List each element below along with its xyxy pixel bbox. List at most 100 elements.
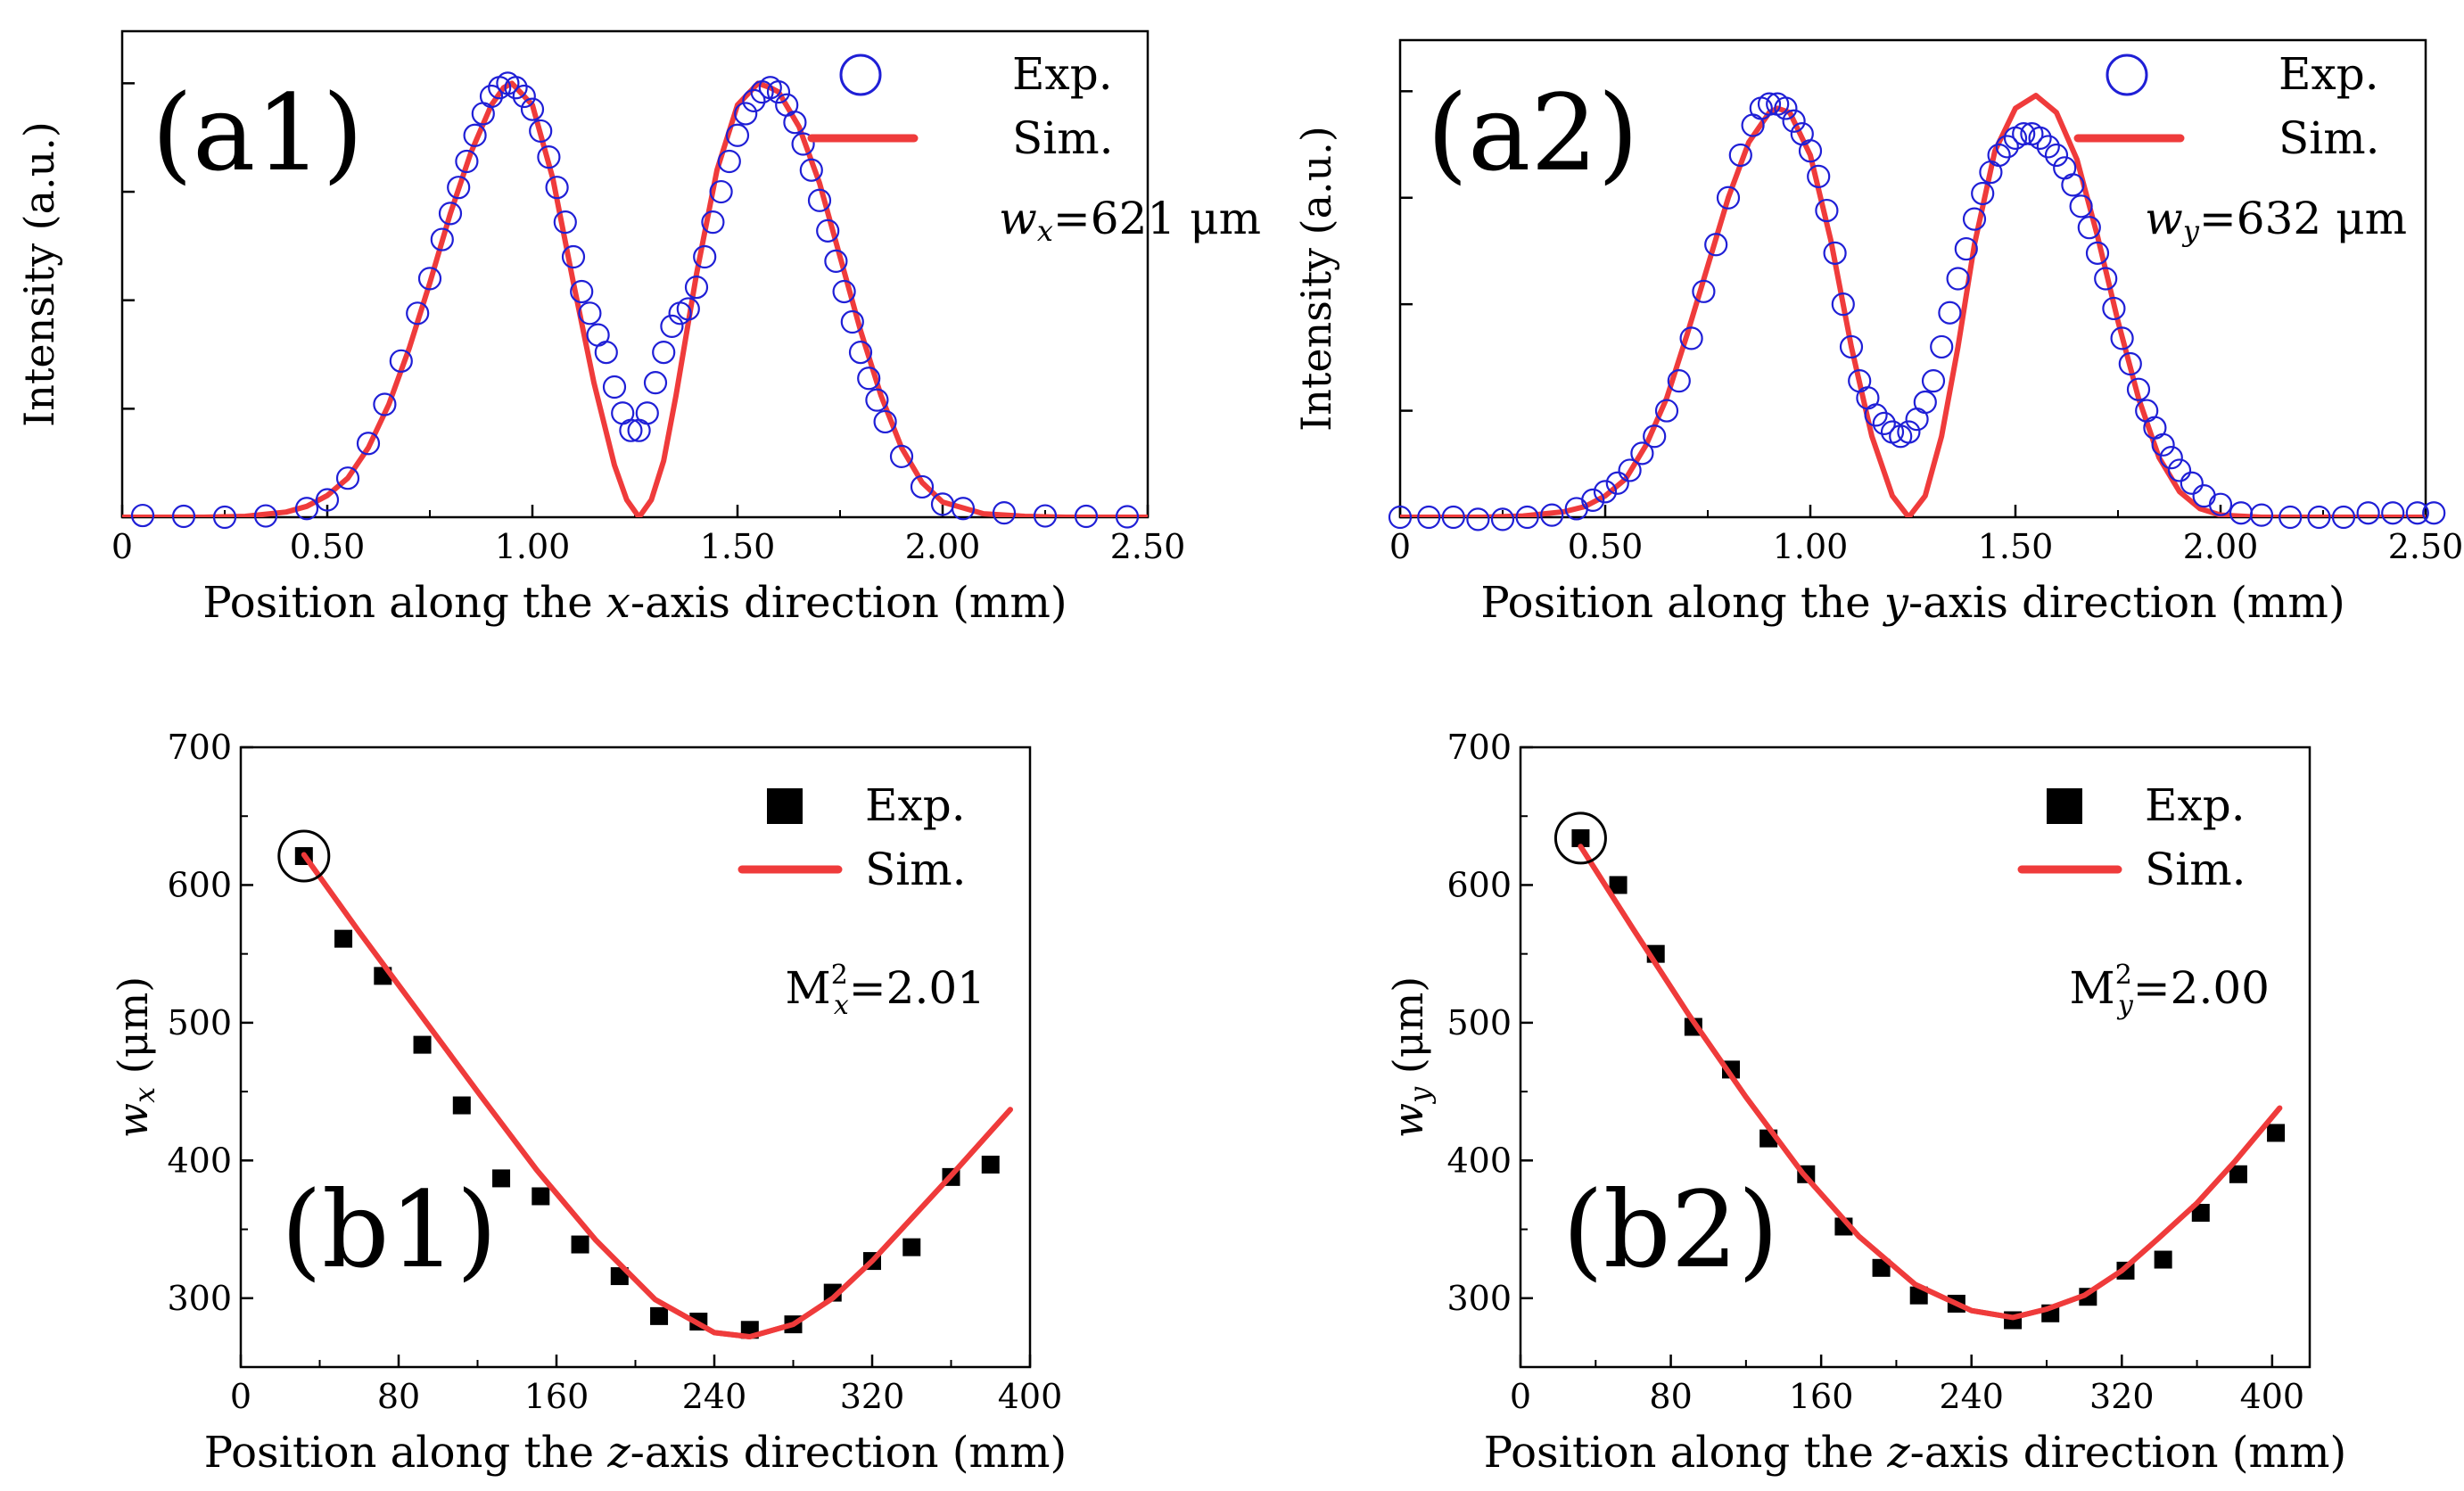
x-tick-label: 240 — [1939, 1377, 2004, 1416]
exp-point — [2422, 501, 2446, 525]
exp-point — [676, 297, 700, 321]
x-tick-label: 1.00 — [495, 527, 571, 566]
exp-point — [2126, 377, 2151, 401]
plot-frame — [1519, 746, 2312, 1369]
y-tick-label: 500 — [167, 1003, 232, 1042]
y-tick-label: 700 — [1446, 728, 1512, 767]
exp-point — [2028, 126, 2052, 150]
exp-point — [438, 202, 463, 226]
exp-point — [2044, 143, 2069, 168]
y-tick-label: 600 — [1446, 865, 1512, 904]
exp-point — [857, 367, 881, 391]
legend-sim-label: Sim. — [2145, 844, 2246, 895]
exp-point — [1074, 504, 1099, 529]
legend-exp-marker — [2047, 788, 2082, 824]
exp-point — [504, 76, 528, 100]
exp-point — [512, 84, 536, 109]
exp-point — [455, 149, 479, 174]
sim-line-overlay — [1578, 844, 2283, 1321]
exp-point — [1643, 424, 1667, 449]
exp-point — [824, 249, 848, 274]
x-tick-label: 160 — [524, 1377, 589, 1416]
exp-point — [479, 84, 504, 109]
exp-point — [701, 210, 725, 235]
exp-point — [2356, 501, 2380, 525]
x-tick-label: 2.00 — [905, 527, 981, 566]
panel-label: (a1) — [152, 71, 364, 194]
exp-point — [1466, 507, 1490, 531]
exp-point — [2307, 505, 2331, 530]
exp-point — [1515, 505, 1539, 530]
exp-point — [594, 340, 618, 365]
exp-point — [570, 279, 594, 304]
x-axis-label: Position along the y-axis direction (mm) — [1480, 578, 2345, 628]
exp-point — [1581, 488, 1605, 512]
x-tick-label: 240 — [682, 1377, 747, 1416]
exp-point — [2118, 351, 2142, 376]
exp-point — [2267, 1124, 2286, 1142]
exp-point — [2151, 432, 2175, 457]
annotation: wx=621 μm — [999, 193, 1261, 248]
exp-point — [315, 488, 340, 512]
exp-point — [1782, 109, 1806, 133]
panel-label: (a2) — [1427, 71, 1639, 194]
exp-point — [2085, 241, 2110, 265]
x-tick-label: 1.50 — [1978, 527, 2054, 566]
exp-point — [1490, 507, 1515, 531]
exp-point — [1954, 236, 1978, 261]
exp-point — [1692, 279, 1716, 303]
exp-point — [1033, 504, 1058, 528]
exp-point — [130, 503, 155, 528]
y-tick-label: 400 — [167, 1141, 232, 1180]
exp-point — [1618, 458, 1642, 482]
x-tick-label: 0 — [111, 527, 133, 566]
exp-point — [2381, 501, 2405, 525]
exp-point — [356, 432, 381, 456]
exp-point — [1757, 92, 1782, 116]
x-tick-label: 0 — [1510, 1377, 1531, 1416]
legend-exp-label: Exp. — [2279, 48, 2379, 100]
exp-point — [1872, 1258, 1891, 1277]
x-tick-label: 2.50 — [2388, 527, 2464, 566]
exp-point — [2012, 121, 2036, 146]
exp-point — [171, 504, 196, 529]
exp-point — [532, 1187, 550, 1206]
exp-point — [832, 279, 856, 304]
exp-point — [660, 314, 684, 338]
exp-point — [873, 409, 897, 434]
exp-point — [1571, 828, 1590, 847]
exp-point — [2229, 1165, 2247, 1183]
exp-point — [2036, 135, 2060, 159]
exp-point — [1930, 334, 1954, 359]
annotation: wy=632 μm — [2145, 193, 2407, 248]
x-tick-label: 400 — [2240, 1377, 2305, 1416]
exp-point — [2154, 1250, 2172, 1269]
exp-point — [840, 309, 864, 334]
y-tick-label: 700 — [167, 728, 232, 767]
legend-exp-label: Exp. — [2145, 779, 2246, 831]
exp-point — [1388, 505, 1413, 530]
exp-point — [430, 227, 454, 251]
exp-point — [1774, 96, 1798, 120]
exp-point — [1609, 876, 1628, 894]
x-axis-label: Position along the z-axis direction (mm) — [204, 1428, 1067, 1478]
exp-point — [373, 392, 397, 416]
exp-point — [807, 188, 832, 212]
exp-point — [799, 158, 823, 182]
exp-point — [1831, 292, 1855, 317]
y-tick-label: 500 — [1446, 1003, 1512, 1042]
x-tick-label: 80 — [1649, 1377, 1692, 1416]
exp-point — [2110, 326, 2134, 350]
exp-point — [529, 119, 553, 144]
exp-point — [2249, 503, 2274, 527]
exp-point — [2069, 194, 2093, 218]
exp-point — [1417, 505, 1441, 530]
legend-exp-label: Exp. — [865, 779, 966, 831]
exp-point — [1115, 505, 1140, 529]
exp-point — [212, 505, 237, 530]
exp-point — [619, 418, 643, 442]
exp-point — [1815, 198, 1839, 223]
exp-point — [1921, 369, 1946, 393]
exp-point — [2208, 492, 2233, 516]
legend-exp-marker — [839, 54, 882, 96]
